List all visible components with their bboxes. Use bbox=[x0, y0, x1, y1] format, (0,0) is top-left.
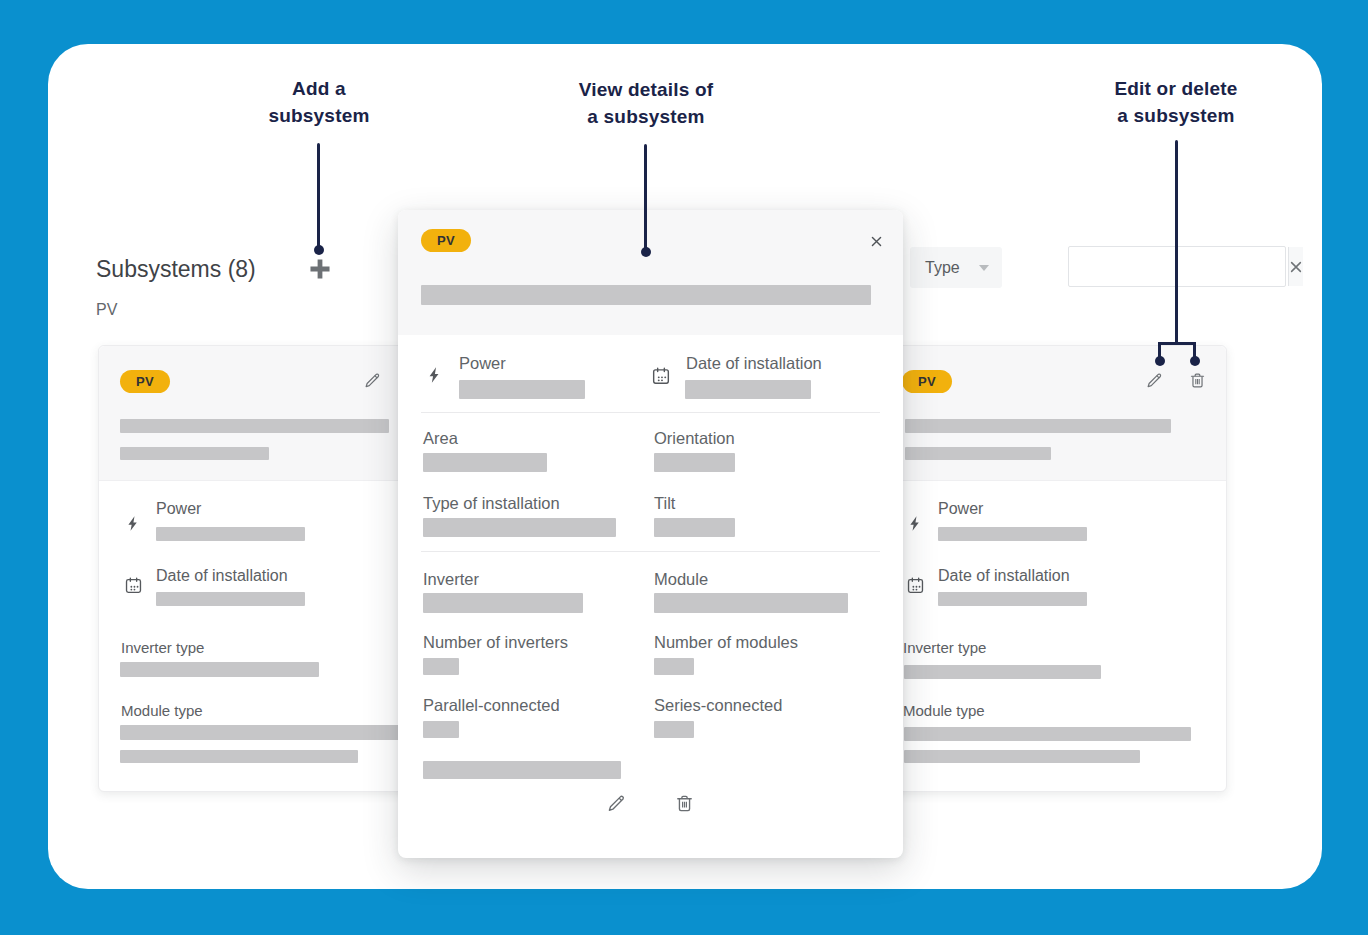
annotation-pointer-line bbox=[1175, 140, 1178, 344]
type-filter-label: Type bbox=[925, 259, 979, 277]
search-input[interactable] bbox=[1069, 247, 1288, 286]
close-icon bbox=[1289, 260, 1303, 274]
placeholder-bar bbox=[938, 527, 1087, 541]
power-label: Power bbox=[459, 354, 506, 373]
chevron-down-icon bbox=[979, 265, 989, 271]
annotation-text: Edit or delete a subsystem bbox=[1066, 75, 1286, 129]
placeholder-bar bbox=[120, 447, 269, 460]
annotation-pointer-dot bbox=[1155, 356, 1165, 366]
add-subsystem-button[interactable] bbox=[303, 252, 337, 286]
parallel-connected-label: Parallel-connected bbox=[423, 696, 560, 715]
number-of-inverters-label: Number of inverters bbox=[423, 633, 568, 652]
type-of-installation-label: Type of installation bbox=[423, 494, 560, 513]
placeholder-bar bbox=[654, 593, 848, 613]
divider bbox=[421, 551, 880, 552]
lightning-icon bbox=[125, 512, 142, 535]
subsystem-group-label: PV bbox=[96, 301, 117, 319]
placeholder-bar bbox=[423, 453, 547, 472]
annotation-pointer-dot bbox=[641, 247, 651, 257]
annotation-pointer-dot bbox=[314, 245, 324, 255]
placeholder-bar bbox=[904, 750, 1140, 763]
pv-type-badge: PV bbox=[902, 370, 952, 393]
placeholder-bar bbox=[423, 518, 616, 537]
power-label: Power bbox=[938, 500, 983, 518]
type-filter-dropdown[interactable]: Type bbox=[910, 247, 1002, 288]
date-of-installation-label: Date of installation bbox=[938, 567, 1070, 585]
placeholder-bar bbox=[120, 750, 358, 763]
placeholder-bar bbox=[120, 419, 389, 433]
trash-icon bbox=[675, 794, 694, 813]
pv-type-badge: PV bbox=[120, 370, 170, 393]
placeholder-bar bbox=[423, 593, 583, 613]
area-label: Area bbox=[423, 429, 458, 448]
placeholder-bar bbox=[423, 761, 621, 779]
plus-icon bbox=[307, 256, 333, 282]
placeholder-bar bbox=[654, 721, 694, 738]
placeholder-bar bbox=[156, 527, 305, 541]
placeholder-bar bbox=[156, 592, 305, 606]
inverter-label: Inverter bbox=[423, 570, 479, 589]
delete-subsystem-button[interactable] bbox=[1189, 372, 1206, 389]
calendar-icon bbox=[651, 366, 671, 386]
search-clear-button[interactable] bbox=[1288, 247, 1303, 286]
module-label: Module bbox=[654, 570, 708, 589]
subsystem-card[interactable]: PV Power Date of installation Inverter t… bbox=[880, 345, 1227, 792]
inverter-type-label: Inverter type bbox=[903, 639, 986, 656]
annotation-text: View details of a subsystem bbox=[536, 76, 756, 130]
close-icon bbox=[870, 235, 883, 248]
placeholder-bar bbox=[654, 658, 694, 675]
date-of-installation-label: Date of installation bbox=[156, 567, 288, 585]
placeholder-bar bbox=[905, 447, 1051, 460]
power-label: Power bbox=[156, 500, 201, 518]
lightning-icon bbox=[426, 363, 444, 387]
subsystem-card-header: PV bbox=[881, 346, 1226, 481]
placeholder-bar bbox=[120, 725, 408, 740]
calendar-icon bbox=[124, 576, 143, 595]
date-of-installation-label: Date of installation bbox=[686, 354, 822, 373]
annotation-text: Add a subsystem bbox=[209, 75, 429, 129]
placeholder-bar bbox=[654, 518, 735, 537]
edit-subsystem-button[interactable] bbox=[364, 372, 381, 389]
module-type-label: Module type bbox=[121, 702, 203, 719]
orientation-label: Orientation bbox=[654, 429, 735, 448]
lightning-icon bbox=[907, 512, 924, 535]
annotation-pointer-line bbox=[1158, 342, 1196, 345]
calendar-icon bbox=[906, 576, 925, 595]
subsystem-card[interactable]: PV Power Date of installation Inverter t… bbox=[98, 345, 445, 792]
placeholder-bar bbox=[904, 727, 1191, 741]
modal-header: PV bbox=[398, 210, 903, 335]
placeholder-bar bbox=[905, 419, 1171, 433]
placeholder-bar bbox=[904, 665, 1101, 679]
module-type-label: Module type bbox=[903, 702, 985, 719]
modal-close-button[interactable] bbox=[865, 230, 887, 252]
annotation-pointer-dot bbox=[1190, 356, 1200, 366]
subsystem-card-header: PV bbox=[99, 346, 444, 481]
pencil-icon bbox=[364, 372, 381, 389]
placeholder-bar bbox=[459, 380, 585, 399]
trash-icon bbox=[1189, 372, 1206, 389]
annotation-pointer-line bbox=[644, 144, 647, 249]
pv-type-badge: PV bbox=[421, 229, 471, 252]
pencil-icon bbox=[607, 794, 626, 813]
placeholder-bar bbox=[423, 721, 459, 738]
placeholder-bar bbox=[423, 658, 459, 675]
tilt-label: Tilt bbox=[654, 494, 675, 513]
number-of-modules-label: Number of modules bbox=[654, 633, 798, 652]
placeholder-bar bbox=[120, 662, 319, 677]
placeholder-bar bbox=[938, 592, 1087, 606]
pencil-icon bbox=[1146, 372, 1163, 389]
placeholder-bar bbox=[654, 453, 735, 472]
page-title: Subsystems (8) bbox=[96, 256, 256, 283]
annotation-pointer-line bbox=[317, 143, 320, 248]
subsystem-details-modal: PV Power Date of installation Area Orien… bbox=[398, 210, 903, 858]
page-background: Subsystems (8) PV Type PV bbox=[0, 0, 1368, 935]
series-connected-label: Series-connected bbox=[654, 696, 782, 715]
placeholder-bar bbox=[685, 380, 811, 399]
placeholder-bar bbox=[421, 285, 871, 305]
edit-subsystem-button[interactable] bbox=[607, 794, 626, 813]
inverter-type-label: Inverter type bbox=[121, 639, 204, 656]
delete-subsystem-button[interactable] bbox=[675, 794, 694, 813]
edit-subsystem-button[interactable] bbox=[1146, 372, 1163, 389]
divider bbox=[421, 412, 880, 413]
